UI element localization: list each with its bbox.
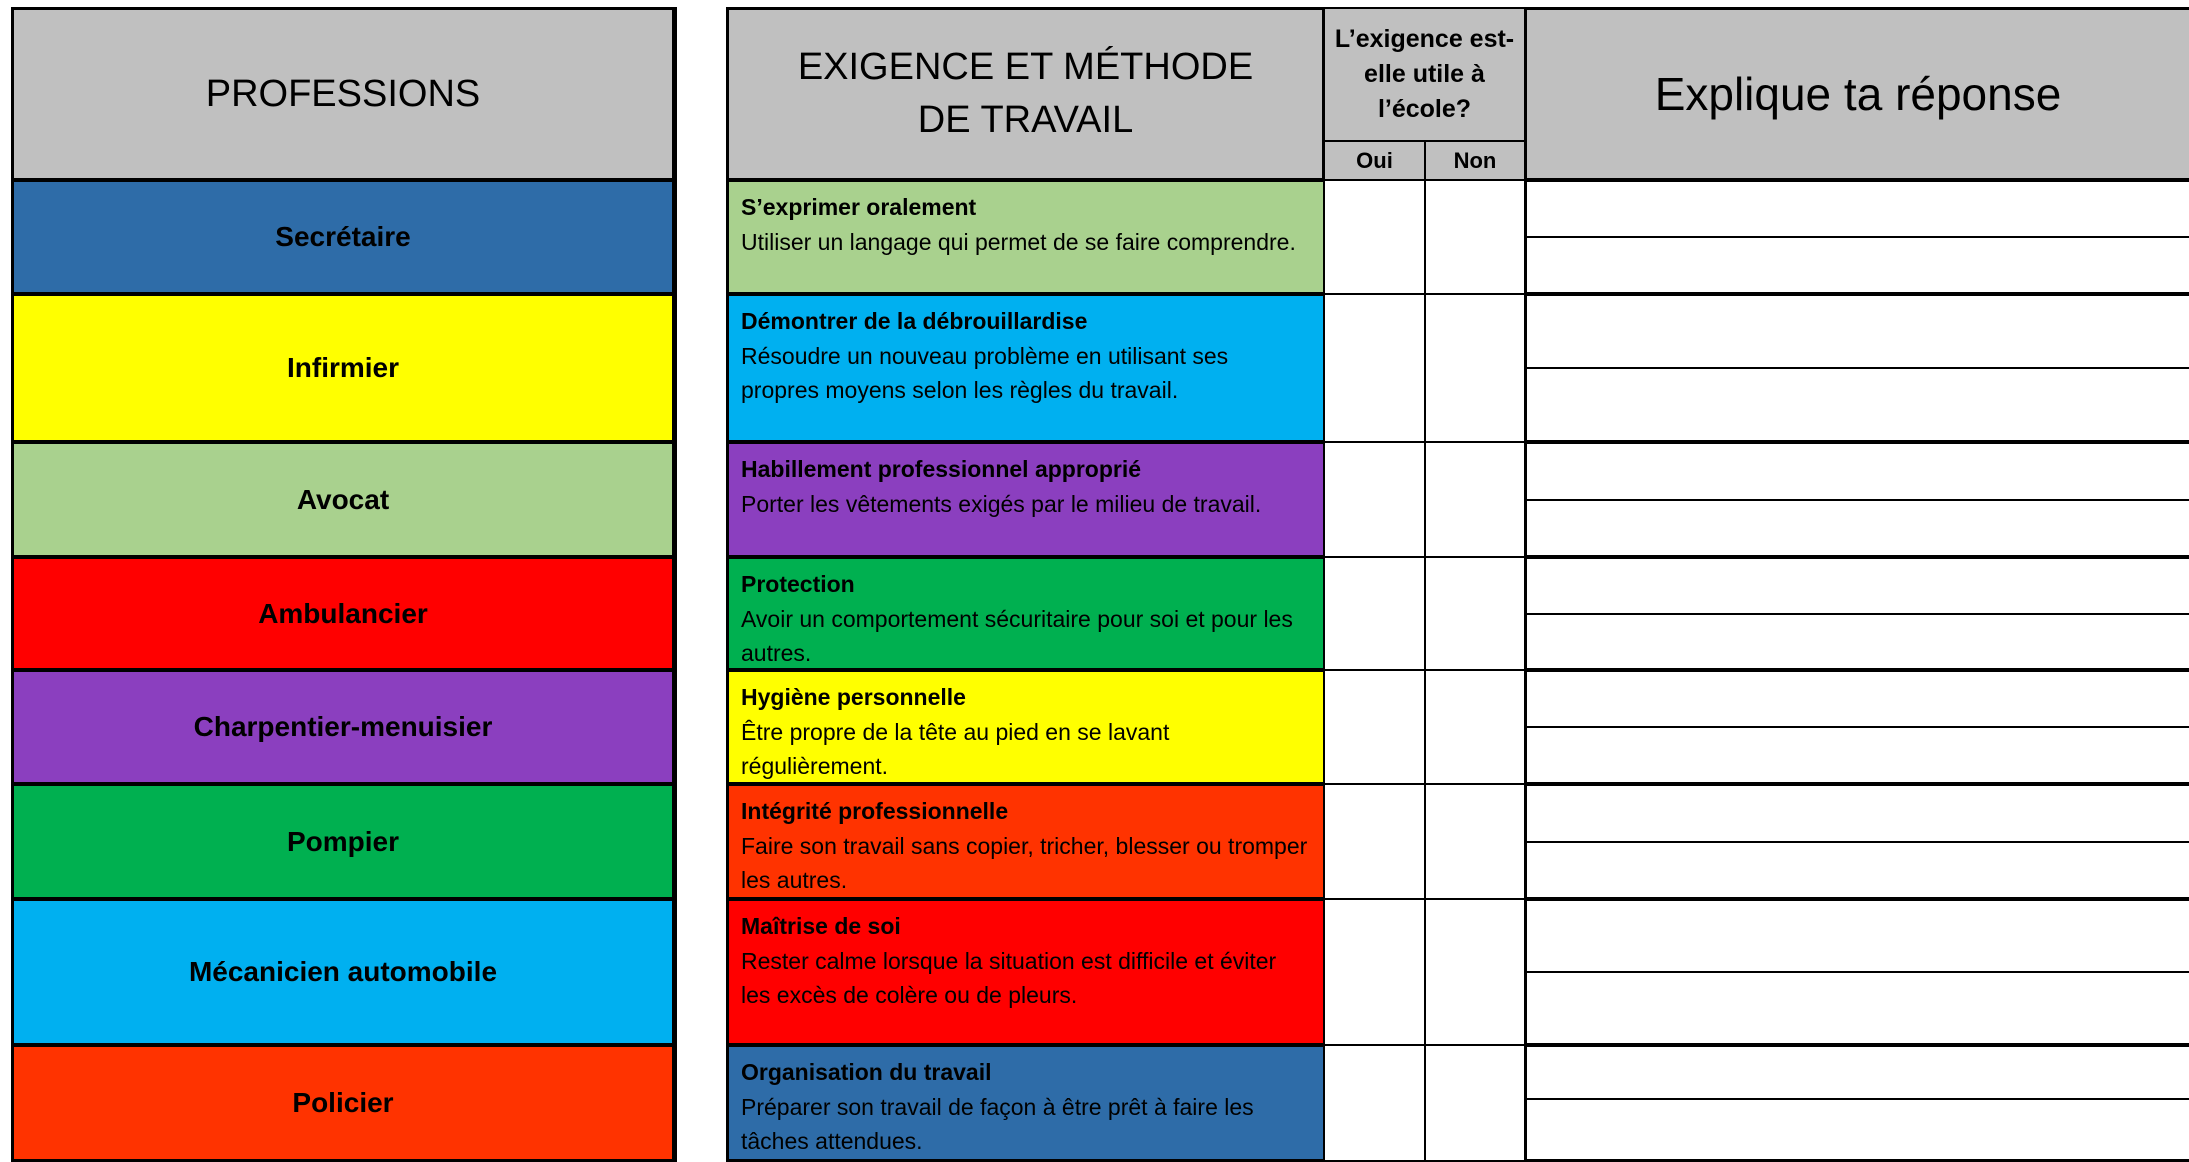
yes-checkbox — [1323, 179, 1426, 295]
no-checkbox — [1424, 556, 1526, 671]
requirement-description: Utiliser un langage qui permet de se fai… — [741, 228, 1296, 255]
yes-checkbox — [1323, 1044, 1426, 1162]
requirement-title: Organisation du travail — [741, 1059, 992, 1085]
requirement-cell: Intégrité professionnelle Faire son trava… — [726, 783, 1325, 900]
answer-cell — [1524, 1044, 2189, 1162]
answer-line — [1524, 841, 2189, 843]
profession-cell: Secrétaire — [11, 179, 677, 295]
no-checkbox — [1424, 441, 1526, 558]
yes-checkbox — [1323, 898, 1426, 1046]
no-checkbox — [1424, 179, 1526, 295]
requirement-description: Être propre de la tête au pied en se lav… — [741, 718, 1170, 780]
requirement-title: Maîtrise de soi — [741, 913, 901, 939]
requirement-description: Préparer son travail de façon à être prê… — [741, 1093, 1254, 1155]
yes-header: Oui — [1323, 140, 1426, 181]
requirement-cell: Maîtrise de soi Rester calme lorsque la s… — [726, 898, 1325, 1046]
answer-line — [1524, 367, 2189, 369]
answer-line — [1524, 726, 2189, 728]
no-checkbox — [1424, 783, 1526, 900]
no-checkbox — [1424, 898, 1526, 1046]
answer-line — [1524, 499, 2189, 501]
profession-cell: Avocat — [11, 441, 677, 558]
profession-cell: Charpentier-menuisier — [11, 669, 677, 785]
requirement-cell: Habillement professionnel approprié Porte… — [726, 441, 1325, 558]
requirement-title: Démontrer de la débrouillardise — [741, 308, 1088, 334]
yes-checkbox — [1323, 441, 1426, 558]
no-checkbox — [1424, 1044, 1526, 1162]
requirement-cell: Organisation du travail Préparer son trav… — [726, 1044, 1325, 1162]
profession-cell: Ambulancier — [11, 556, 677, 671]
requirement-description: Rester calme lorsque la situation est di… — [741, 947, 1277, 1009]
answer-line — [1524, 236, 2189, 238]
profession-cell: Infirmier — [11, 293, 677, 443]
question-header: L’exigence est-elle utile à l’école? — [1323, 7, 1526, 142]
requirement-title: S’exprimer oralement — [741, 194, 977, 220]
requirement-title: Habillement professionnel approprié — [741, 456, 1142, 482]
yes-checkbox — [1323, 669, 1426, 785]
professions-header: PROFESSIONS — [11, 7, 677, 181]
requirement-cell: S’exprimer oralement Utiliser un langage … — [726, 179, 1325, 295]
no-checkbox — [1424, 293, 1526, 443]
requirement-title: Protection — [741, 571, 855, 597]
answer-line — [1524, 971, 2189, 973]
explain-header: Explique ta réponse — [1524, 7, 2189, 181]
requirement-description: Faire son travail sans copier, tricher, … — [741, 832, 1308, 894]
requirement-title: Intégrité professionnelle — [741, 798, 1009, 824]
no-header: Non — [1424, 140, 1526, 181]
requirement-cell: Hygiène personnelle Être propre de la têt… — [726, 669, 1325, 785]
answer-line — [1524, 613, 2189, 615]
requirement-description: Avoir un comportement sécuritaire pour s… — [741, 605, 1293, 667]
requirements-header: EXIGENCE ET MÉTHODE DE TRAVAIL — [726, 7, 1325, 181]
profession-cell: Policier — [11, 1044, 677, 1162]
requirement-cell: Démontrer de la débrouillardise Résoudre … — [726, 293, 1325, 443]
yes-checkbox — [1323, 556, 1426, 671]
profession-cell: Pompier — [11, 783, 677, 900]
yes-checkbox — [1323, 783, 1426, 900]
requirement-description: Porter les vêtements exigés par le milie… — [741, 490, 1262, 517]
no-checkbox — [1424, 669, 1526, 785]
requirement-cell: Protection Avoir un comportement sécurita… — [726, 556, 1325, 671]
profession-cell: Mécanicien automobile — [11, 898, 677, 1046]
requirement-title: Hygiène personnelle — [741, 684, 966, 710]
answer-line — [1524, 1098, 2189, 1100]
yes-checkbox — [1323, 293, 1426, 443]
requirement-description: Résoudre un nouveau problème en utilisan… — [741, 342, 1229, 404]
